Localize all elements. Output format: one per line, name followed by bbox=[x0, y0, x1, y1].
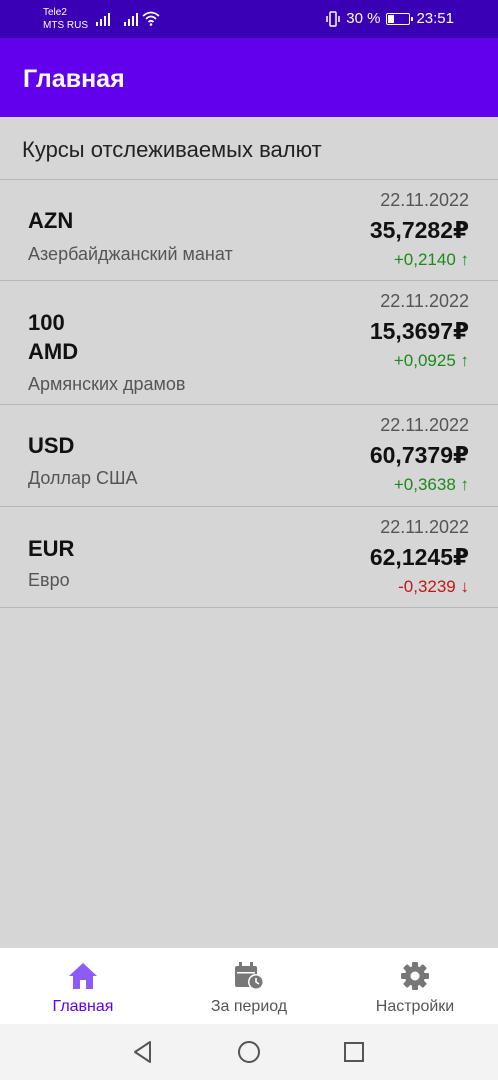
rate-change: +0,3638 ↑ bbox=[393, 475, 469, 494]
clock: 23:51 bbox=[416, 10, 454, 27]
nav-item-period[interactable]: За период bbox=[166, 948, 332, 1024]
rate-date: 22.11.2022 bbox=[380, 190, 469, 210]
rate-date: 22.11.2022 bbox=[380, 415, 469, 435]
currency-row-azn[interactable]: AZN Азербайджанский манат 22.11.2022 35,… bbox=[0, 180, 498, 281]
gear-icon bbox=[401, 962, 429, 990]
home-icon bbox=[69, 963, 97, 989]
battery-percent: 30 % bbox=[346, 10, 381, 27]
rate-value: 60,7379₽ bbox=[369, 442, 469, 468]
battery-icon bbox=[386, 12, 414, 25]
rate-change: +0,0925 ↑ bbox=[393, 351, 469, 370]
calendar-clock-icon bbox=[235, 962, 264, 990]
nav-item-home[interactable]: Главная bbox=[0, 948, 166, 1024]
currency-row-usd[interactable]: USD Доллар США 22.11.2022 60,7379₽ +0,36… bbox=[0, 405, 498, 507]
currency-name: Евро bbox=[28, 570, 70, 590]
signal-icon bbox=[124, 12, 138, 26]
rate-date: 22.11.2022 bbox=[380, 517, 469, 537]
carrier-1: Tele2 bbox=[43, 7, 67, 18]
nav-label: Главная bbox=[52, 998, 114, 1015]
back-icon[interactable] bbox=[130, 1039, 156, 1065]
recents-icon[interactable] bbox=[341, 1039, 367, 1065]
nav-item-settings[interactable]: Настройки bbox=[332, 948, 498, 1024]
wifi-icon bbox=[142, 11, 160, 26]
rate-value: 62,1245₽ bbox=[369, 544, 469, 570]
signal-icon bbox=[96, 12, 110, 26]
carrier-2: MTS RUS bbox=[43, 20, 88, 31]
section-header: Курсы отслеживаемых валют bbox=[0, 117, 498, 180]
currency-code: EUR bbox=[28, 536, 75, 561]
currency-list: AZN Азербайджанский манат 22.11.2022 35,… bbox=[0, 180, 498, 608]
nav-label: За период bbox=[210, 998, 288, 1015]
system-navigation-bar bbox=[0, 1024, 498, 1080]
currency-name: Доллар США bbox=[28, 468, 138, 488]
currency-row-eur[interactable]: EUR Евро 22.11.2022 62,1245₽ -0,3239 ↓ bbox=[0, 507, 498, 608]
battery-level bbox=[388, 14, 395, 23]
home-circle-icon[interactable] bbox=[236, 1039, 262, 1065]
carrier-info: Tele2 MTS RUS bbox=[43, 6, 88, 32]
nav-label: Настройки bbox=[375, 998, 455, 1015]
rate-value: 35,7282₽ bbox=[369, 217, 469, 243]
status-bar: Tele2 MTS RUS 30 % 23:51 bbox=[0, 0, 498, 38]
currency-code: USD bbox=[28, 433, 75, 458]
bottom-navigation: Главная За период Настройки bbox=[0, 948, 498, 1024]
status-right: 30 % 23:51 bbox=[326, 10, 454, 27]
section-title: Курсы отслеживаемых валют bbox=[22, 137, 322, 162]
currency-code: 100 AMD bbox=[28, 310, 79, 364]
currency-row-amd[interactable]: 100 AMD Армянских драмов 22.11.2022 15,3… bbox=[0, 281, 498, 405]
page-title: Главная bbox=[23, 65, 125, 93]
currency-code: AZN bbox=[28, 208, 74, 233]
rate-date: 22.11.2022 bbox=[380, 291, 469, 311]
currency-name: Армянских драмов bbox=[28, 374, 186, 394]
vibrate-icon bbox=[326, 10, 340, 27]
app-bar: Главная bbox=[0, 38, 498, 117]
currency-name: Азербайджанский манат bbox=[28, 244, 233, 264]
rate-change: -0,3239 ↓ bbox=[398, 577, 469, 596]
rate-change: +0,2140 ↑ bbox=[393, 250, 469, 269]
rate-value: 15,3697₽ bbox=[369, 318, 469, 344]
